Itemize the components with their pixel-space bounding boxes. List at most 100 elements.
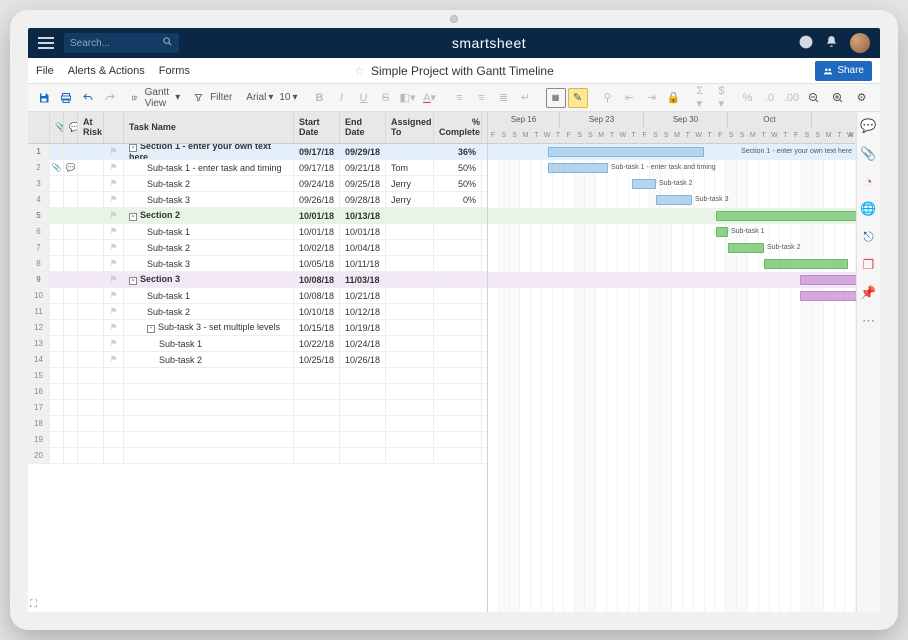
font-size-select[interactable]: 10 ▾ xyxy=(277,92,299,103)
search-input[interactable] xyxy=(70,38,150,49)
rail-proof-icon[interactable]: ◔ xyxy=(865,174,873,189)
col-end-date[interactable]: End Date xyxy=(340,112,386,143)
zoom-out-icon[interactable] xyxy=(804,88,824,108)
gantt-bar[interactable] xyxy=(716,211,856,221)
align-center-icon[interactable]: ≡ xyxy=(472,88,492,108)
percent-icon[interactable]: % xyxy=(738,88,758,108)
table-row[interactable]: 6⚑Sub-task 110/01/1810/01/18 xyxy=(28,224,487,240)
gantt-close-icon[interactable]: × xyxy=(848,130,854,141)
table-row[interactable]: 8⚑Sub-task 310/05/1810/11/18 xyxy=(28,256,487,272)
empty-row[interactable]: 20 xyxy=(28,448,487,464)
attach-icon[interactable]: ⚲ xyxy=(598,88,618,108)
gantt-bar[interactable] xyxy=(716,227,728,237)
decimal-inc-icon[interactable]: .00 xyxy=(782,88,802,108)
gantt-bar[interactable] xyxy=(800,275,856,285)
col-attachments[interactable]: 📎 xyxy=(50,112,64,143)
notifications-icon[interactable] xyxy=(825,35,838,51)
menu-forms[interactable]: Forms xyxy=(159,65,190,77)
zoom-in-icon[interactable] xyxy=(828,88,848,108)
gantt-bar[interactable] xyxy=(548,147,704,157)
text-color-icon[interactable]: A▾ xyxy=(420,88,440,108)
col-pct-complete[interactable]: % Complete xyxy=(434,112,482,143)
table-row[interactable]: 4⚑Sub-task 309/26/1809/28/18Jerry0% xyxy=(28,192,487,208)
col-at-risk[interactable]: At Risk xyxy=(78,112,104,143)
more-icon[interactable]: ⋯ xyxy=(876,88,881,108)
indent-icon[interactable]: ⇥ xyxy=(642,88,662,108)
col-comments[interactable]: 💬 xyxy=(64,112,78,143)
empty-row[interactable]: 15 xyxy=(28,368,487,384)
rail-pin-icon[interactable]: 📌 xyxy=(860,285,876,301)
filter-button[interactable]: Filter xyxy=(192,92,234,103)
share-button[interactable]: Share xyxy=(815,61,872,81)
gantt-bar[interactable] xyxy=(548,163,608,173)
col-task-name[interactable]: Task Name xyxy=(124,112,294,143)
rail-attachments-icon[interactable]: 📎 xyxy=(860,146,876,162)
table-row[interactable]: 9⚑-Section 310/08/1811/03/18 xyxy=(28,272,487,288)
table-row[interactable]: 10⚑Sub-task 110/08/1810/21/18 xyxy=(28,288,487,304)
rail-comments-icon[interactable]: 💬 xyxy=(860,118,876,134)
table-row[interactable]: 11⚑Sub-task 210/10/1810/12/18 xyxy=(28,304,487,320)
col-assigned-to[interactable]: Assigned To xyxy=(386,112,434,143)
view-selector[interactable]: Gantt View ▾ xyxy=(130,87,182,109)
highlight-icon[interactable]: ✎ xyxy=(568,88,588,108)
col-flag[interactable] xyxy=(104,112,124,143)
table-row[interactable]: 3⚑Sub-task 209/24/1809/25/18Jerry50% xyxy=(28,176,487,192)
table-row[interactable]: 13⚑Sub-task 110/22/1810/24/18 xyxy=(28,336,487,352)
gantt-bar-label: Sub-task 2 xyxy=(767,243,800,253)
gantt-bar[interactable] xyxy=(728,243,764,253)
expand-icon[interactable]: ⛶ xyxy=(30,599,37,610)
font-family-select[interactable]: Arial ▾ xyxy=(244,92,275,103)
gantt-row: Section 1 - enter your own text here xyxy=(488,144,856,160)
col-start-date[interactable]: Start Date xyxy=(294,112,340,143)
rail-copy-icon[interactable]: ❐ xyxy=(863,257,875,273)
table-row[interactable]: 2📎💬⚑Sub-task 1 - enter task and timing09… xyxy=(28,160,487,176)
avatar[interactable] xyxy=(850,33,870,53)
currency-icon[interactable]: $ ▾ xyxy=(716,88,736,108)
gantt-pane: Sep 16Sep 23Sep 30Oct FSSMTWTFSSMTWTFSSM… xyxy=(488,112,856,612)
gantt-row xyxy=(488,352,856,368)
gantt-bar[interactable] xyxy=(632,179,656,189)
help-icon[interactable] xyxy=(799,35,813,52)
rail-activity-icon[interactable]: ⎋ xyxy=(863,229,873,245)
gantt-bar[interactable] xyxy=(800,291,856,301)
outdent-icon[interactable]: ⇤ xyxy=(620,88,640,108)
sum-icon[interactable]: Σ ▾ xyxy=(694,88,714,108)
fill-color-icon[interactable]: ◧▾ xyxy=(398,88,418,108)
rail-more-icon[interactable]: ⋯ xyxy=(862,313,875,329)
empty-row[interactable]: 18 xyxy=(28,416,487,432)
gantt-row xyxy=(488,448,856,464)
table-row[interactable]: 1⚑-Section 1 - enter your own text here0… xyxy=(28,144,487,160)
decimal-dec-icon[interactable]: .0 xyxy=(760,88,780,108)
gantt-bar-label: Sub-task 1 xyxy=(731,227,764,237)
settings-icon[interactable]: ⚙ xyxy=(852,88,872,108)
search-icon[interactable] xyxy=(162,36,173,50)
favorite-star-icon[interactable]: ☆ xyxy=(354,64,365,78)
table-row[interactable]: 5⚑-Section 210/01/1810/13/18 xyxy=(28,208,487,224)
menu-file[interactable]: File xyxy=(36,65,54,77)
menu-alerts[interactable]: Alerts & Actions xyxy=(68,65,145,77)
wrap-text-icon[interactable]: ↵ xyxy=(516,88,536,108)
format-dates-icon[interactable]: ▦ xyxy=(546,88,566,108)
empty-row[interactable]: 19 xyxy=(28,432,487,448)
empty-row[interactable]: 16 xyxy=(28,384,487,400)
print-icon[interactable] xyxy=(56,88,76,108)
lock-icon[interactable]: 🔒 xyxy=(664,88,684,108)
menu-icon[interactable] xyxy=(38,37,54,49)
save-icon[interactable] xyxy=(34,88,54,108)
bold-icon[interactable]: B xyxy=(310,88,330,108)
rail-globe-icon[interactable]: 🌐 xyxy=(860,201,876,217)
undo-icon[interactable] xyxy=(78,88,98,108)
empty-row[interactable]: 17 xyxy=(28,400,487,416)
align-middle-icon[interactable]: ≣ xyxy=(494,88,514,108)
table-row[interactable]: 7⚑Sub-task 210/02/1810/04/18 xyxy=(28,240,487,256)
strikethrough-icon[interactable]: S xyxy=(376,88,396,108)
gantt-bar[interactable] xyxy=(656,195,692,205)
align-left-icon[interactable]: ≡ xyxy=(450,88,470,108)
italic-icon[interactable]: I xyxy=(332,88,352,108)
redo-icon[interactable] xyxy=(100,88,120,108)
table-row[interactable]: 14⚑Sub-task 210/25/1810/26/18 xyxy=(28,352,487,368)
underline-icon[interactable]: U xyxy=(354,88,374,108)
gantt-bar[interactable] xyxy=(764,259,848,269)
gantt-row xyxy=(488,272,856,288)
table-row[interactable]: 12⚑-Sub-task 3 - set multiple levels10/1… xyxy=(28,320,487,336)
